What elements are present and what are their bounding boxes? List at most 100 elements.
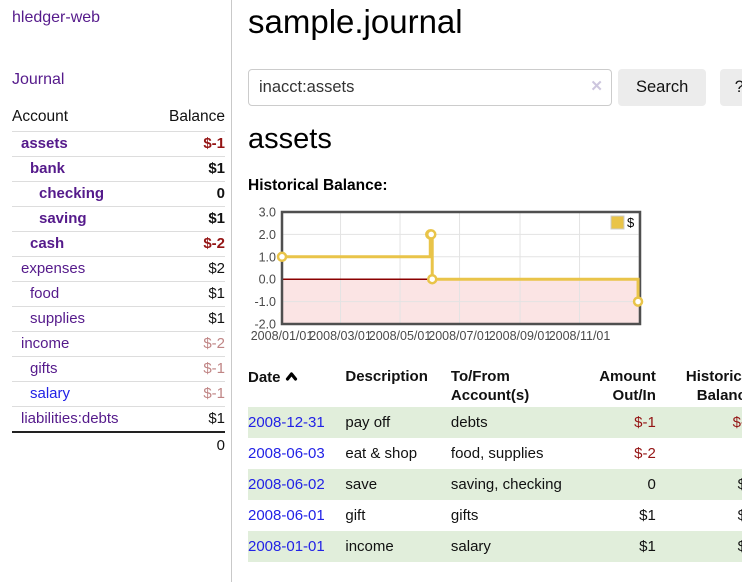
account-link-assets[interactable]: assets	[21, 135, 68, 152]
register-header-balance: Historical Balance	[685, 368, 742, 404]
account-balance: $-1	[203, 385, 225, 402]
account-link-salary[interactable]: salary	[30, 385, 71, 402]
account-row: assets $-1	[12, 131, 225, 157]
account-link-liabilities-debts[interactable]: liabilities:debts	[21, 410, 119, 427]
account-balance: $2	[208, 260, 225, 277]
account-row: saving $1	[12, 206, 225, 232]
transaction-balance: $-1	[732, 414, 742, 431]
svg-text:2008/07/01: 2008/07/01	[428, 329, 491, 343]
transaction-amount: $1	[639, 507, 656, 524]
transaction-date-link[interactable]: 2008-12-31	[248, 414, 325, 431]
transaction-accounts: saving, checking	[450, 476, 562, 493]
chart-label: Historical Balance:	[248, 177, 388, 194]
transaction-description: pay off	[345, 414, 391, 431]
account-row: food $1	[12, 281, 225, 307]
account-link-income[interactable]: income	[21, 335, 70, 352]
svg-text:2008/09/01: 2008/09/01	[489, 329, 552, 343]
search-form: ✕ Search ?	[248, 69, 742, 106]
account-row: liabilities:debts $1	[12, 406, 225, 432]
account-link-supplies[interactable]: supplies	[30, 310, 86, 327]
svg-text:2008/03/01: 2008/03/01	[309, 329, 372, 343]
register-header-description: Description	[345, 368, 428, 385]
account-row: gifts $-1	[12, 356, 225, 382]
account-balance: $-1	[203, 135, 225, 152]
accounts-header-balance: Balance	[168, 108, 225, 125]
register-row: 2008-06-02 save saving, checking 0 $2	[248, 469, 742, 500]
svg-text:3.0: 3.0	[259, 206, 276, 220]
account-row: supplies $1	[12, 306, 225, 332]
svg-text:-1.0: -1.0	[254, 295, 276, 309]
register-row: 2008-06-03 eat & shop food, supplies $-2…	[248, 438, 742, 469]
transaction-amount: $1	[639, 538, 656, 555]
account-balance: $1	[208, 410, 225, 427]
svg-text:0.0: 0.0	[259, 273, 276, 287]
accounts-header-account: Account	[12, 108, 69, 125]
register-row: 2008-01-01 income salary $1 $1	[248, 531, 742, 562]
transaction-balance: $1	[737, 538, 742, 555]
register-row: 2008-12-31 pay off debts $-1 $-1	[248, 407, 742, 438]
journal-link[interactable]: Journal	[12, 71, 65, 88]
transaction-amount: $-2	[634, 445, 656, 462]
transaction-date-link[interactable]: 2008-01-01	[248, 538, 325, 555]
register-header-amount: Amount Out/In	[599, 368, 656, 404]
account-row: salary $-1	[12, 381, 225, 407]
sidebar: hledger-web Journal Account Balance asse…	[0, 0, 232, 582]
accounts-total: 0	[216, 437, 225, 454]
transaction-description: gift	[345, 507, 366, 524]
clear-search-icon[interactable]: ✕	[590, 78, 603, 95]
main-content: sample.journal ✕ Search ? assets Histori…	[232, 0, 742, 582]
svg-text:2.0: 2.0	[259, 228, 276, 242]
svg-text:2008/11/01: 2008/11/01	[549, 329, 611, 343]
transaction-balance: $2	[737, 476, 742, 493]
page-title: sample.journal	[248, 3, 463, 40]
account-balance: $-2	[203, 235, 225, 252]
search-button[interactable]: Search	[618, 69, 707, 106]
transaction-description: save	[345, 476, 378, 493]
register-header-accounts: To/From Account(s)	[450, 368, 530, 404]
account-balance: $1	[208, 210, 225, 227]
transaction-amount: $-1	[634, 414, 656, 431]
historical-balance-chart: 3.0 2.0 1.0 0.0 -1.0 -2.02008/01/012008/03/01…	[251, 206, 644, 343]
svg-text:2008/01/01: 2008/01/01	[251, 329, 314, 343]
account-balance: $-2	[203, 335, 225, 352]
account-balance: $1	[208, 160, 225, 177]
svg-text:1.0: 1.0	[259, 250, 276, 264]
account-link-food[interactable]: food	[30, 285, 60, 302]
register-row: 2008-06-01 gift gifts $1 $2	[248, 500, 742, 531]
account-link-bank[interactable]: bank	[30, 160, 66, 177]
accounts-table: Account Balance assets $-1 bank $1 check…	[12, 105, 225, 458]
transaction-date-link[interactable]: 2008-06-03	[248, 445, 325, 462]
transaction-balance: $2	[737, 507, 742, 524]
transaction-description: income	[345, 538, 394, 555]
sort-ascending-icon	[285, 367, 298, 386]
app-title-link[interactable]: hledger-web	[12, 9, 101, 26]
transaction-accounts: salary	[450, 538, 491, 555]
transaction-balance: 0	[656, 438, 742, 469]
search-input[interactable]	[248, 69, 612, 106]
account-row: expenses $2	[12, 256, 225, 282]
account-row: checking 0	[12, 181, 225, 207]
account-row: bank $1	[12, 156, 225, 182]
transaction-accounts: gifts	[450, 507, 479, 524]
account-row: income $-2	[12, 331, 225, 357]
account-link-saving[interactable]: saving	[39, 210, 87, 227]
account-balance: 0	[216, 185, 225, 202]
accounts-total-row: 0	[12, 432, 225, 458]
account-balance: $1	[208, 285, 225, 302]
transaction-accounts: debts	[450, 414, 488, 431]
svg-text:-2.0: -2.0	[254, 318, 276, 332]
transaction-accounts: food, supplies	[450, 445, 544, 462]
svg-text:2008/05/01: 2008/05/01	[369, 329, 432, 343]
transaction-date-link[interactable]: 2008-06-01	[248, 507, 325, 524]
register-header-date[interactable]: Date	[248, 365, 345, 407]
transaction-date-link[interactable]: 2008-06-02	[248, 476, 325, 493]
transaction-description: eat & shop	[345, 445, 418, 462]
account-balance: $-1	[203, 360, 225, 377]
account-balance: $1	[208, 310, 225, 327]
account-row: cash $-2	[12, 231, 225, 257]
account-link-gifts[interactable]: gifts	[30, 360, 58, 377]
account-link-expenses[interactable]: expenses	[21, 260, 86, 277]
account-link-checking[interactable]: checking	[39, 185, 105, 202]
help-button[interactable]: ?	[720, 69, 742, 106]
account-link-cash[interactable]: cash	[30, 235, 65, 252]
